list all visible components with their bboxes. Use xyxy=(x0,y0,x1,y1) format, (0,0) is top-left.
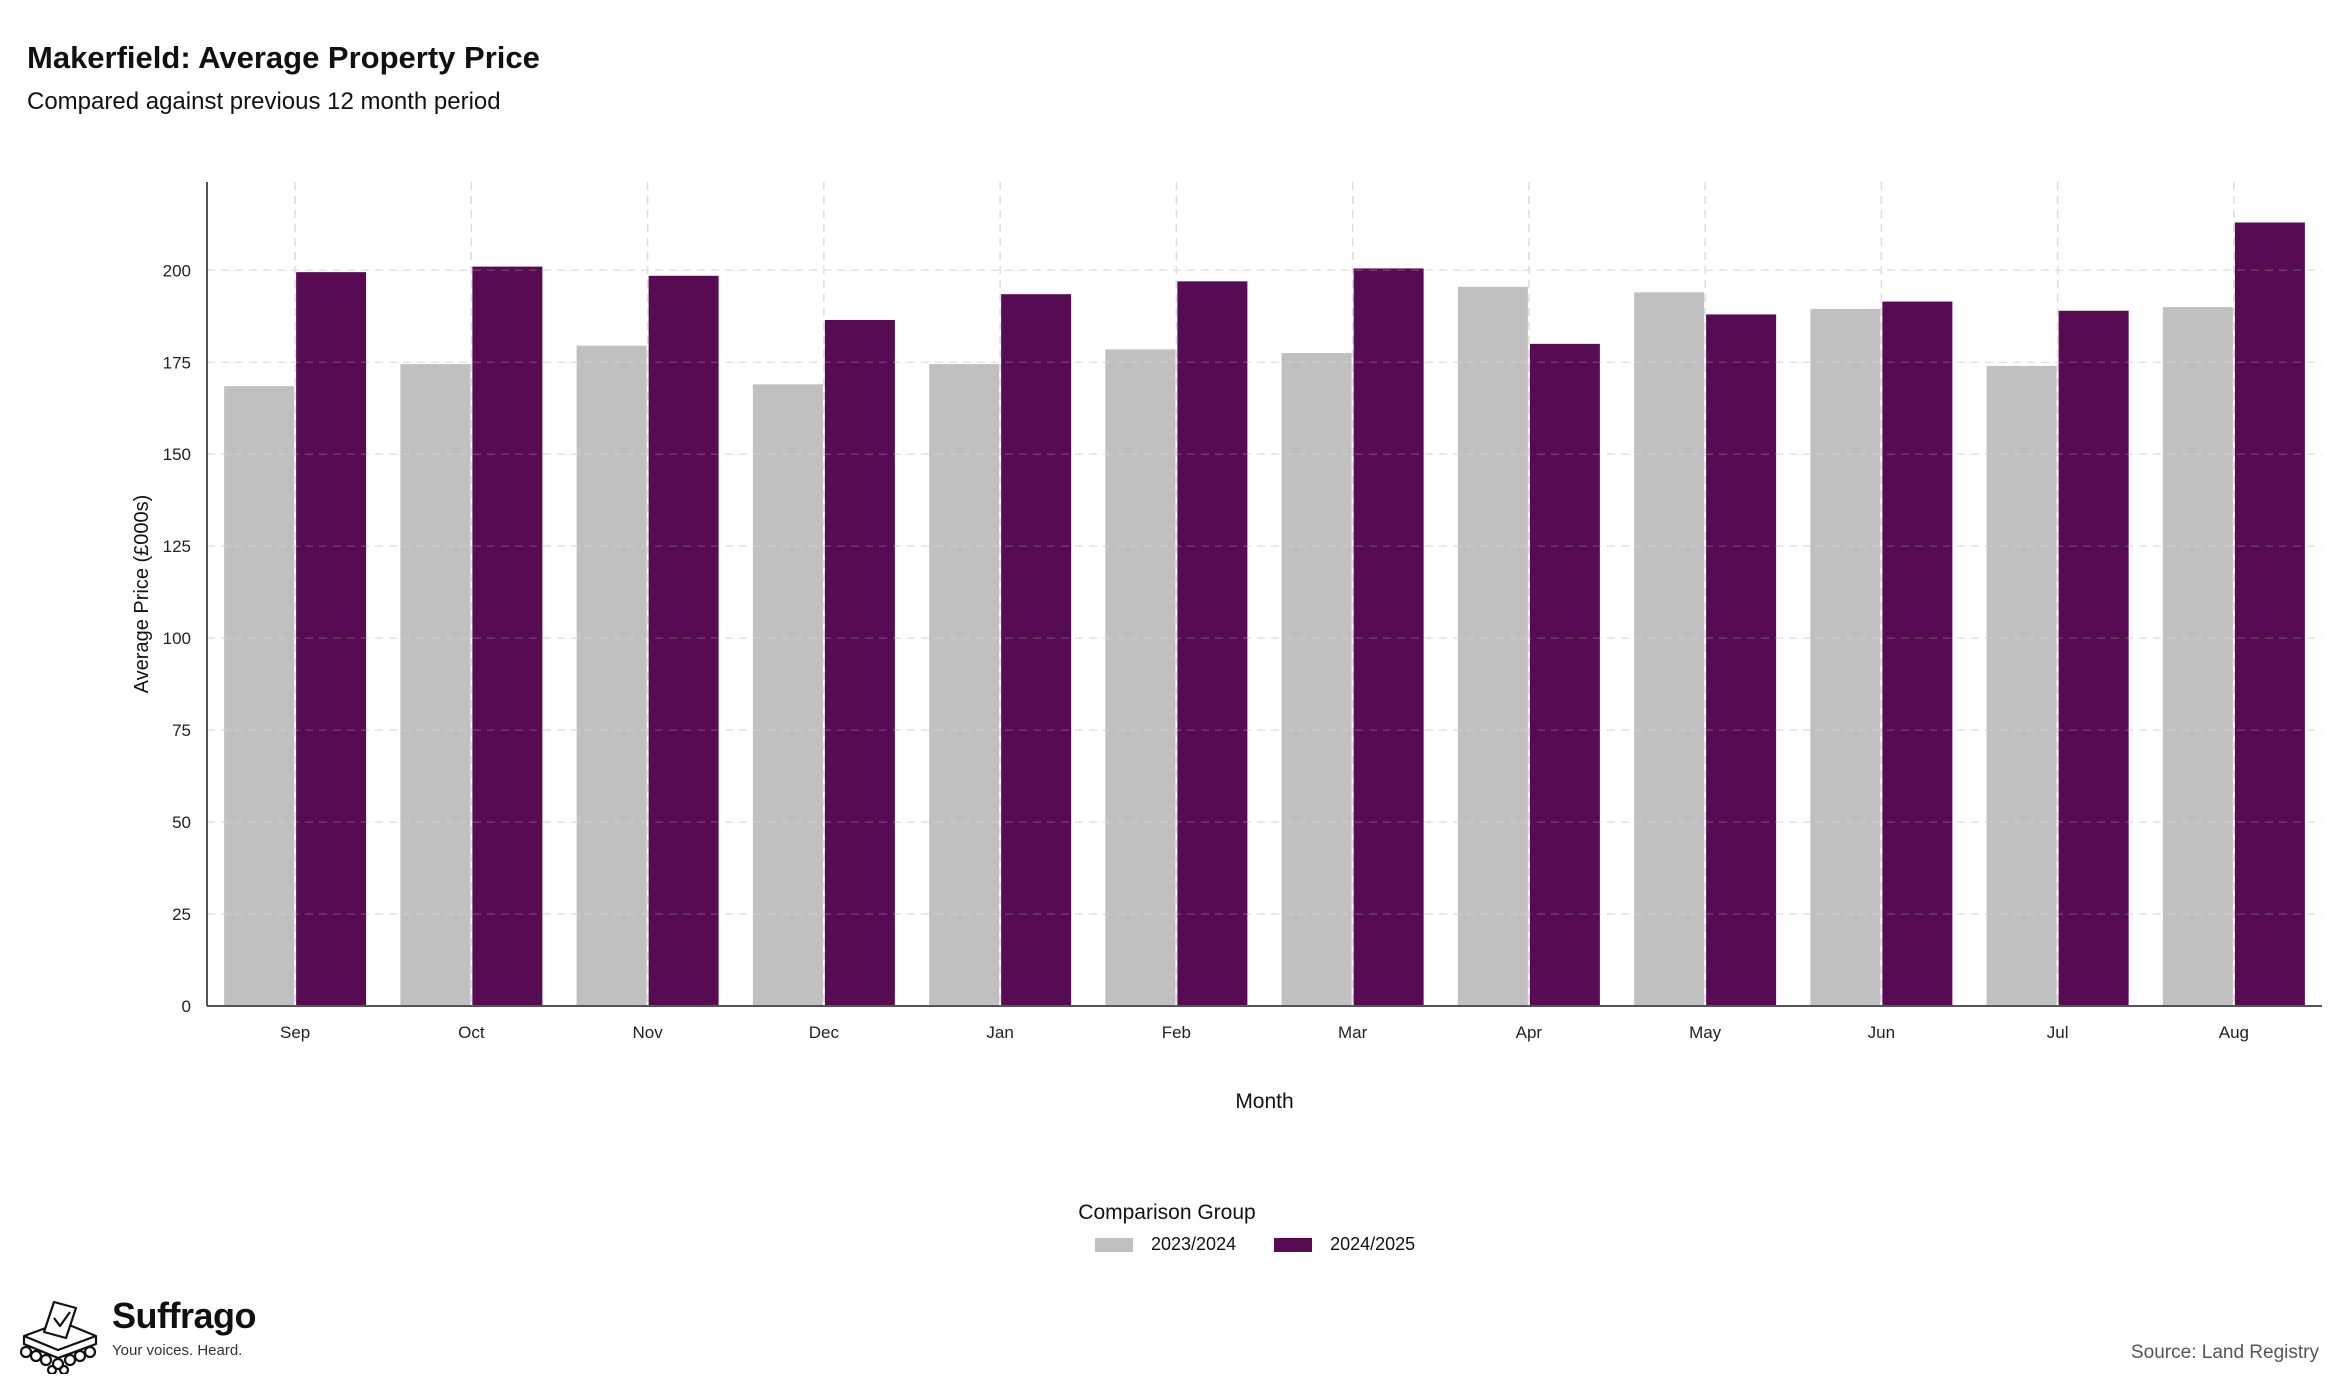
legend-label-prev: 2023/2024 xyxy=(1151,1234,1237,1254)
x-tick-label: Mar xyxy=(1338,1023,1368,1042)
bar xyxy=(400,364,471,1006)
brand-name: Suffrago xyxy=(112,1295,257,1336)
y-tick-label: 150 xyxy=(163,445,191,464)
y-tick-label: 75 xyxy=(172,721,191,740)
legend: 2023/2024 2024/2025 xyxy=(1095,1234,1453,1255)
bar xyxy=(576,345,647,1007)
x-axis-label: Month xyxy=(1235,1090,1293,1113)
bar xyxy=(472,266,543,1006)
x-tick-label: Jul xyxy=(2047,1023,2069,1042)
bar xyxy=(1634,292,1705,1006)
bar xyxy=(2058,310,2129,1006)
chart-title: Makerfield: Average Property Price xyxy=(27,40,540,75)
x-tick-label: Oct xyxy=(458,1023,485,1042)
x-tick-label: Apr xyxy=(1516,1023,1543,1042)
y-axis-label: Average Price (£000s) xyxy=(131,495,153,694)
y-tick-label: 200 xyxy=(163,261,191,280)
chart-subtitle: Compared against previous 12 month perio… xyxy=(27,88,501,115)
bar xyxy=(752,384,823,1007)
legend-item-prev: 2023/2024 xyxy=(1095,1234,1236,1255)
x-tick-label: Sep xyxy=(280,1023,310,1042)
source-note: Source: Land Registry xyxy=(2131,1342,2319,1363)
x-tick-label: Nov xyxy=(633,1023,664,1042)
bar xyxy=(1706,314,1777,1006)
bar xyxy=(224,386,295,1006)
x-tick-label: Aug xyxy=(2219,1023,2249,1042)
ballot-box-icon xyxy=(19,1300,98,1374)
y-tick-label: 50 xyxy=(172,813,191,832)
legend-swatch-curr xyxy=(1274,1237,1313,1252)
bar xyxy=(2162,307,2233,1007)
bar xyxy=(1177,281,1248,1007)
bar xyxy=(2234,222,2305,1006)
x-tick-label: Jun xyxy=(1868,1023,1895,1042)
y-tick-label: 100 xyxy=(163,629,191,648)
y-tick-label: 25 xyxy=(172,905,191,924)
y-tick-label: 125 xyxy=(163,537,191,556)
y-tick-label: 0 xyxy=(182,997,191,1016)
legend-item-curr: 2024/2025 xyxy=(1274,1234,1415,1255)
bar xyxy=(1281,353,1352,1006)
bar xyxy=(1810,308,1881,1006)
brand-logo: Suffrago Your voices. Heard. xyxy=(14,1294,257,1374)
x-tick-label: Jan xyxy=(986,1023,1013,1042)
legend-label-curr: 2024/2025 xyxy=(1330,1234,1416,1254)
x-tick-label: Dec xyxy=(809,1023,840,1042)
bar xyxy=(1353,268,1424,1007)
legend-swatch-prev xyxy=(1095,1237,1133,1252)
bar xyxy=(1001,294,1072,1007)
y-tick-label: 175 xyxy=(163,353,191,372)
bar xyxy=(1986,365,2057,1006)
x-tick-label: Feb xyxy=(1162,1023,1191,1042)
bar xyxy=(929,364,1000,1006)
bar xyxy=(1882,301,1953,1006)
bar xyxy=(1529,343,1600,1006)
brand-tagline: Your voices. Heard. xyxy=(112,1342,243,1359)
bar xyxy=(824,319,895,1007)
x-tick-label: May xyxy=(1689,1023,1722,1042)
bar xyxy=(1457,286,1528,1006)
bar xyxy=(648,275,719,1006)
bar xyxy=(296,272,367,1006)
legend-title: Comparison Group xyxy=(1078,1201,1256,1224)
bar xyxy=(1105,349,1176,1006)
